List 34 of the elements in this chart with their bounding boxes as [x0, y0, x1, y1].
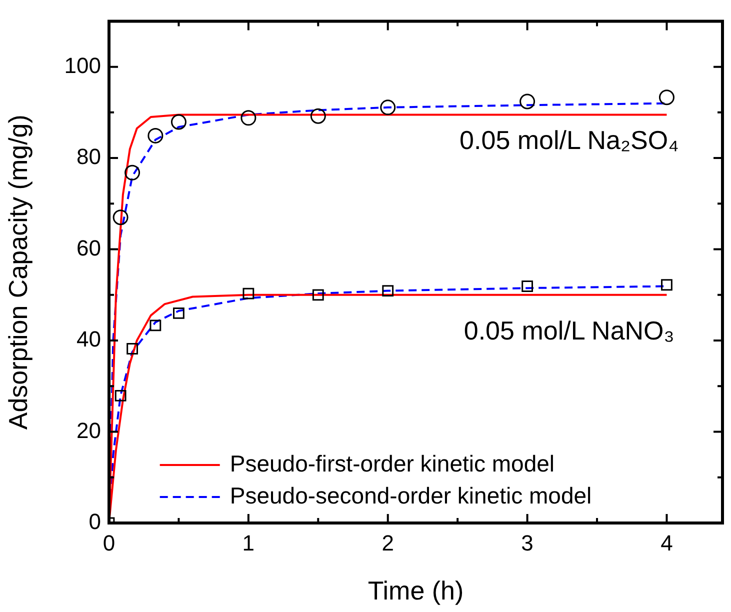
point	[312, 289, 324, 301]
point	[661, 279, 672, 291]
x-tick-label: 4	[660, 530, 673, 556]
x-tick-label: 1	[242, 530, 255, 556]
point	[310, 108, 326, 124]
y-tick-label: 0	[88, 509, 101, 534]
legend-label: Pseudo-second-order kinetic model	[230, 482, 592, 508]
x-tick-label: 3	[521, 530, 534, 556]
annotation: 0.05 mol/L NaNO₃	[464, 315, 674, 346]
point	[240, 110, 256, 126]
point	[150, 320, 162, 332]
y-tick-label: 60	[76, 235, 101, 260]
point	[114, 390, 126, 402]
point	[112, 210, 128, 226]
y-axis-title: Adsorption Capacity (mg/g)	[2, 114, 33, 430]
y-tick-label: 40	[76, 326, 101, 352]
point	[658, 90, 674, 106]
annotation: 0.05 mol/L Na₂SO₄	[460, 124, 679, 155]
point	[148, 128, 164, 144]
point	[522, 280, 533, 292]
y-tick-label: 80	[76, 144, 101, 170]
x-tick-label: 2	[382, 530, 394, 556]
y-tick-label: 100	[64, 52, 101, 78]
point	[382, 285, 394, 297]
point	[126, 343, 138, 354]
point	[124, 164, 140, 180]
point	[170, 114, 186, 130]
x-axis-title: Time (h)	[368, 576, 464, 606]
point	[173, 307, 184, 319]
point	[380, 100, 396, 116]
y-tick-label: 20	[76, 418, 101, 443]
legend-label: Pseudo-first-order kinetic model	[230, 450, 555, 476]
point	[242, 288, 254, 300]
point	[520, 94, 536, 110]
